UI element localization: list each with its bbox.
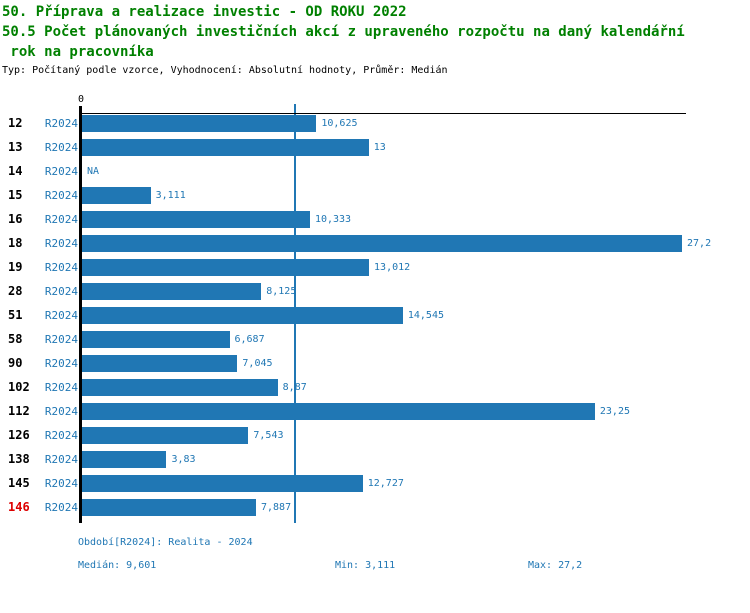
row-period-label: R2024: [44, 357, 78, 370]
bar-value-label: NA: [87, 166, 100, 177]
bar: [82, 283, 262, 300]
row-id-label: 146: [8, 500, 30, 514]
bar-value-label: 3,111: [155, 190, 186, 201]
bar: [82, 259, 370, 276]
bar-value-label: 7,045: [242, 358, 273, 369]
bar-value-label: 7,543: [253, 430, 284, 441]
row-id-label: 12: [8, 116, 23, 130]
bar-row: 58 R2024 6,687: [0, 331, 750, 355]
row-id-label: 13: [8, 140, 23, 154]
bar-value-label: 27,2: [687, 238, 712, 249]
bar-row: 12 R2024 10,625: [0, 115, 750, 139]
chart-meta-line: Typ: Počítaný podle vzorce, Vyhodnocení:…: [2, 65, 448, 76]
x-axis-line: [80, 113, 686, 114]
bar-value-label: 8,87: [282, 382, 307, 393]
bar-value-label: 3,83: [171, 454, 196, 465]
row-id-label: 58: [8, 332, 23, 346]
row-id-label: 90: [8, 356, 23, 370]
row-id-label: 28: [8, 284, 23, 298]
bar: [82, 451, 167, 468]
row-period-label: R2024: [44, 309, 78, 322]
bar-value-label: 6,687: [234, 334, 265, 345]
row-period-label: R2024: [44, 237, 78, 250]
bar-row: 28 R2024 8,125: [0, 283, 750, 307]
bar: [82, 139, 369, 156]
row-period-label: R2024: [44, 189, 78, 202]
row-period-label: R2024: [44, 381, 78, 394]
x-axis-zero-tick-label: 0: [77, 94, 85, 105]
bar: [82, 235, 683, 252]
bar-row: 126 R2024 7,543: [0, 427, 750, 451]
row-period-label: R2024: [44, 213, 78, 226]
bar-row: 15 R2024 3,111: [0, 187, 750, 211]
footer-median-stat: Medián: 9,601: [78, 560, 157, 571]
bar-row: 13 R2024 13: [0, 139, 750, 163]
bar: [82, 355, 238, 372]
row-id-label: 18: [8, 236, 23, 250]
bar-row: 145 R2024 12,727: [0, 475, 750, 499]
bar-row: 102 R2024 8,87: [0, 379, 750, 403]
footer-period-label: Období[R2024]: Realita - 2024: [78, 537, 253, 548]
bar-row: 138 R2024 3,83: [0, 451, 750, 475]
row-period-label: R2024: [44, 477, 78, 490]
row-id-label: 19: [8, 260, 23, 274]
row-period-label: R2024: [44, 117, 78, 130]
row-id-label: 15: [8, 188, 23, 202]
bar-value-label: 10,625: [321, 118, 358, 129]
row-id-label: 145: [8, 476, 30, 490]
row-id-label: 112: [8, 404, 30, 418]
row-id-label: 51: [8, 308, 23, 322]
row-id-label: 138: [8, 452, 30, 466]
bar-value-label: 10,333: [314, 214, 352, 225]
bar-row: 16 R2024 10,333: [0, 211, 750, 235]
row-period-label: R2024: [44, 261, 78, 274]
bar-chart: 0 12 R2024 10,625 13 R2024 13 14 R2024 N…: [0, 94, 750, 523]
bar: [82, 475, 363, 492]
bar-row: 146 R2024 7,887: [0, 499, 750, 523]
row-period-label: R2024: [44, 405, 78, 418]
report-section-title: 50. Příprava a realizace investic - OD R…: [2, 4, 407, 20]
bar-value-label: 13: [373, 142, 386, 153]
bar-row: 51 R2024 14,545: [0, 307, 750, 331]
row-id-label: 14: [8, 164, 23, 178]
bar-value-label: 23,25: [599, 406, 630, 417]
bar-row: 14 R2024 NA: [0, 163, 750, 187]
bar-row: 18 R2024 27,2: [0, 235, 750, 259]
row-period-label: R2024: [44, 141, 78, 154]
bar-value-label: 8,125: [266, 286, 297, 297]
row-id-label: 16: [8, 212, 23, 226]
report-page: { "header": { "title_line1": "50. Přípra…: [0, 4, 750, 571]
row-period-label: R2024: [44, 429, 78, 442]
row-period-label: R2024: [44, 453, 78, 466]
row-period-label: R2024: [44, 333, 78, 346]
bar: [82, 307, 403, 324]
row-id-label: 126: [8, 428, 30, 442]
bar: [82, 499, 256, 516]
bar: [82, 379, 278, 396]
bar: [82, 187, 151, 204]
bar: [82, 331, 230, 348]
bar: [82, 427, 249, 444]
bar-value-label: 14,545: [407, 310, 444, 321]
bar: [82, 403, 595, 420]
footer-min-stat: Min: 3,111: [335, 560, 396, 571]
bar-value-label: 12,727: [367, 478, 404, 489]
bar-row: 19 R2024 13,012: [0, 259, 750, 283]
chart-title-line2: rok na pracovníka: [2, 44, 154, 60]
row-period-label: R2024: [44, 285, 78, 298]
row-period-label: R2024: [44, 165, 78, 178]
bar: [82, 211, 310, 228]
row-id-label: 102: [8, 380, 30, 394]
bar-row: 112 R2024 23,25: [0, 403, 750, 427]
chart-title-line1: 50.5 Počet plánovaných investičních akcí…: [2, 24, 685, 40]
footer-max-stat: Max: 27,2: [528, 560, 583, 571]
bar: [82, 115, 317, 132]
bar-row: 90 R2024 7,045: [0, 355, 750, 379]
y-axis-line: [79, 106, 82, 523]
bar-value-label: 7,887: [260, 502, 292, 513]
bar-value-label: 13,012: [374, 262, 411, 273]
row-period-label: R2024: [44, 501, 78, 514]
